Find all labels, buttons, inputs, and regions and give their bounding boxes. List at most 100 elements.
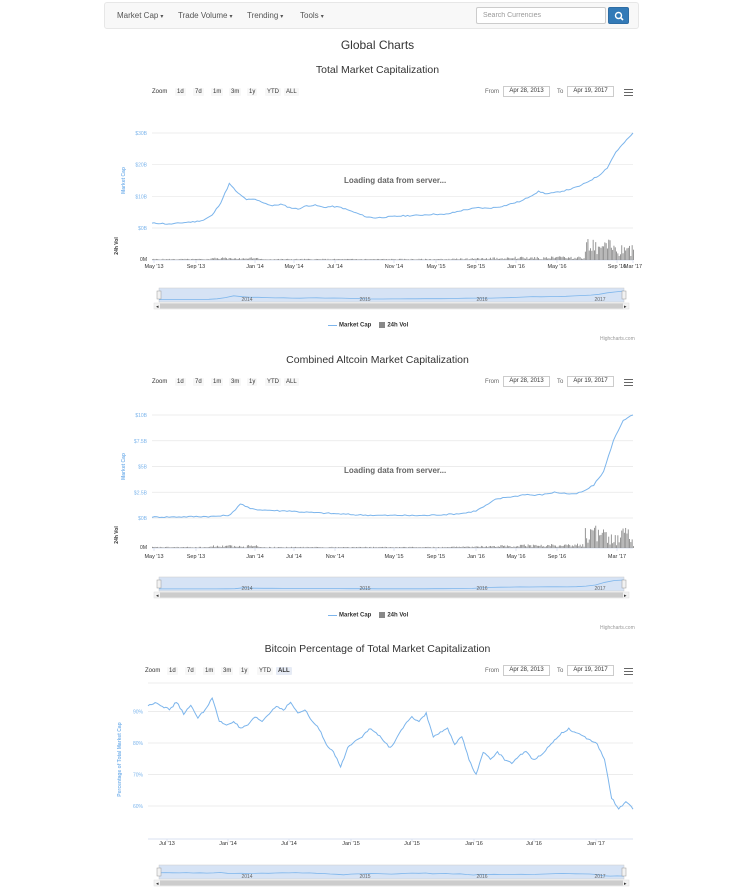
- scroll-left-arrow-icon[interactable]: ◂: [156, 881, 159, 887]
- series-line: [147, 697, 634, 810]
- y-tick-label: 60%: [133, 804, 144, 810]
- from-label: From: [485, 89, 499, 95]
- zoom-button-all[interactable]: ALL: [284, 378, 299, 386]
- zoom-button-3m[interactable]: 3m: [221, 667, 234, 675]
- y-tick-label: 70%: [133, 773, 144, 779]
- highcharts-credits[interactable]: Highcharts.com: [600, 625, 635, 631]
- from-label: From: [485, 379, 499, 385]
- navigator-tick-label: 2016: [476, 874, 487, 880]
- from-date-input[interactable]: Apr 28, 2013: [503, 376, 550, 387]
- legend-item-volume[interactable]: 24h Vol: [387, 322, 409, 329]
- zoom-button-1y[interactable]: 1y: [239, 667, 250, 675]
- search-icon: [614, 11, 624, 21]
- zoom-button-7d[interactable]: 7d: [193, 88, 204, 96]
- zoom-button-all[interactable]: ALL: [276, 667, 292, 675]
- to-label: To: [557, 668, 564, 674]
- menu-icon[interactable]: [624, 379, 633, 387]
- nav-market-cap-label: Market Cap: [117, 11, 159, 20]
- to-date-input[interactable]: Apr 19, 2017: [567, 376, 614, 387]
- caret-down-icon: ▾: [280, 14, 284, 20]
- legend-square-marker: [379, 612, 386, 618]
- navigator-series: [158, 872, 625, 877]
- y-axis-title: Percentage of Total Market Cap: [117, 722, 123, 796]
- chart-title: Combined Altcoin Market Capitalization: [286, 354, 469, 366]
- loading-text: Loading data from server...: [344, 176, 447, 185]
- nav-trending-label: Trending: [247, 11, 279, 20]
- zoom-button-7d[interactable]: 7d: [185, 667, 196, 675]
- zoom-button-1m[interactable]: 1m: [203, 667, 216, 675]
- y-tick-label: 90%: [133, 710, 144, 716]
- nav-trade-volume[interactable]: Trade Volume ▾: [178, 11, 233, 20]
- zoom-label: Zoom: [152, 379, 168, 385]
- zoom-button-1m[interactable]: 1m: [211, 88, 224, 96]
- zoom-button-1d[interactable]: 1d: [175, 88, 186, 96]
- zoom-button-1d[interactable]: 1d: [167, 667, 178, 675]
- chart-title: Bitcoin Percentage of Total Market Capit…: [264, 643, 491, 655]
- nav-trade-volume-label: Trade Volume: [178, 11, 228, 20]
- scrollbar-thumb[interactable]: [160, 880, 623, 886]
- x-tick-label: Jul '13: [159, 841, 175, 847]
- zoom-button-1y[interactable]: 1y: [247, 378, 258, 386]
- zoom-button-ytd[interactable]: YTD: [257, 667, 273, 675]
- nav-tools-label: Tools: [300, 11, 319, 20]
- zoom-button-ytd[interactable]: YTD: [265, 378, 281, 386]
- nav-market-cap[interactable]: Market Cap ▾: [117, 11, 163, 20]
- zoom-button-1y[interactable]: 1y: [247, 88, 258, 96]
- zoom-button-3m[interactable]: 3m: [229, 378, 242, 386]
- legend-item-volume[interactable]: 24h Vol: [387, 612, 409, 619]
- from-date-input[interactable]: Apr 28, 2013: [503, 665, 550, 676]
- to-label: To: [557, 379, 564, 385]
- page-title: Global Charts: [340, 38, 415, 52]
- x-tick-label: Jul '16: [526, 841, 542, 847]
- x-tick-label: Jul '14: [281, 841, 297, 847]
- zoom-button-ytd[interactable]: YTD: [265, 88, 281, 96]
- chart-title: Total Market Capitalization: [315, 64, 440, 76]
- navigator-tick-label: 2017: [594, 874, 605, 880]
- navigator-selection[interactable]: [158, 864, 625, 880]
- legend-item-market-cap[interactable]: Market Cap: [339, 322, 372, 329]
- nav-tools[interactable]: Tools ▾: [300, 11, 324, 20]
- legend-square-marker: [379, 322, 386, 328]
- legend-line-marker: [328, 614, 337, 616]
- legend-line-marker: [328, 324, 337, 326]
- chart-legend[interactable]: Market Cap 24h Vol: [328, 322, 408, 329]
- to-date-input[interactable]: Apr 19, 2017: [567, 665, 614, 676]
- navigator-handle[interactable]: [156, 867, 162, 877]
- zoom-label: Zoom: [145, 668, 161, 674]
- navigator-tick-label: 2015: [359, 874, 370, 880]
- x-tick-label: Jan '15: [342, 841, 360, 847]
- zoom-button-all[interactable]: ALL: [284, 88, 299, 96]
- search-input[interactable]: [476, 7, 606, 24]
- zoom-button-3m[interactable]: 3m: [229, 88, 242, 96]
- scrollbar-track[interactable]: [153, 879, 630, 887]
- navbar: Market Cap ▾ Trade Volume ▾ Trending ▾ Tool…: [104, 2, 639, 29]
- menu-icon[interactable]: [624, 668, 633, 676]
- loading-text: Loading data from server...: [344, 466, 447, 475]
- from-label: From: [485, 668, 499, 674]
- navigator-handle[interactable]: [621, 867, 627, 877]
- caret-down-icon: ▾: [160, 14, 164, 20]
- to-label: To: [557, 89, 564, 95]
- x-tick-label: Jan '14: [219, 841, 237, 847]
- zoom-button-1m[interactable]: 1m: [211, 378, 224, 386]
- menu-icon[interactable]: [624, 89, 633, 97]
- from-date-input[interactable]: Apr 28, 2013: [503, 86, 550, 97]
- search-button[interactable]: [608, 7, 629, 24]
- legend-item-market-cap[interactable]: Market Cap: [339, 612, 372, 619]
- x-tick-label: Jan '16: [465, 841, 483, 847]
- to-date-input[interactable]: Apr 19, 2017: [567, 86, 614, 97]
- chart-legend[interactable]: Market Cap 24h Vol: [328, 612, 408, 619]
- zoom-button-1d[interactable]: 1d: [175, 378, 186, 386]
- x-tick-label: Jan '17: [587, 841, 605, 847]
- navigator-tick-label: 2014: [241, 874, 252, 880]
- caret-down-icon: ▾: [320, 14, 324, 20]
- zoom-label: Zoom: [152, 89, 168, 95]
- nav-trending[interactable]: Trending ▾: [247, 11, 283, 20]
- scroll-right-arrow-icon[interactable]: ▸: [624, 881, 627, 887]
- caret-down-icon: ▾: [229, 14, 233, 20]
- x-tick-label: Jul '15: [404, 841, 420, 847]
- highcharts-credits[interactable]: Highcharts.com: [600, 336, 635, 342]
- zoom-button-7d[interactable]: 7d: [193, 378, 204, 386]
